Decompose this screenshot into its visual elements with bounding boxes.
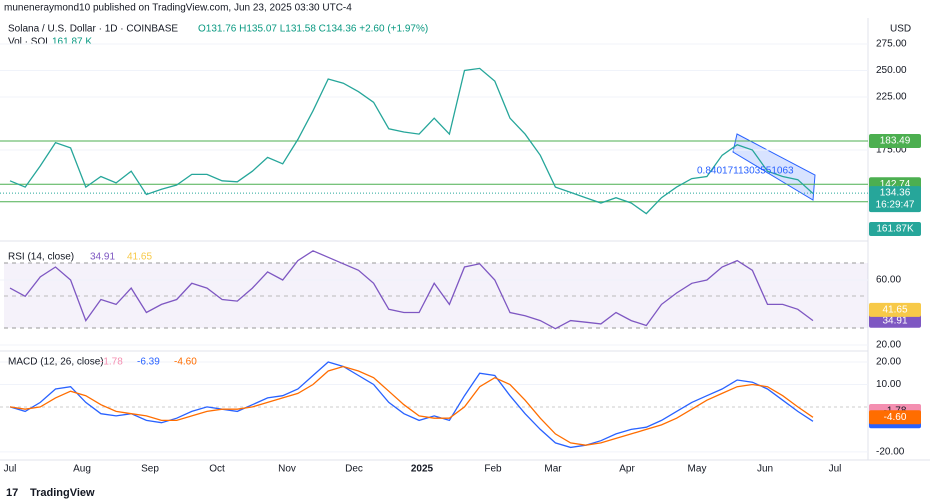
ohlc: O131.76 H135.07 L131.58 C134.36 +2.60 (+… bbox=[198, 24, 428, 35]
series-line bbox=[9, 250, 814, 330]
price-label bbox=[869, 134, 921, 149]
price-label-text: 161.87K bbox=[876, 224, 914, 235]
volume-title: Vol · SOL bbox=[8, 37, 51, 48]
countdown: 16:29:47 bbox=[876, 200, 915, 211]
y-tick-label: 225.00 bbox=[876, 92, 907, 103]
x-tick-label: Feb bbox=[484, 464, 502, 475]
price-label-text: 34.91 bbox=[882, 315, 907, 326]
price-label-text: 142.74 bbox=[880, 179, 911, 190]
legend-value: 41.65 bbox=[127, 252, 152, 263]
logo-mark: 17 bbox=[6, 487, 18, 499]
x-tick-label: Jun bbox=[757, 464, 773, 475]
x-tick-label: Mar bbox=[544, 464, 562, 475]
y-tick-label: 20.00 bbox=[876, 340, 901, 351]
x-tick-label: Oct bbox=[209, 464, 225, 475]
volume-value: 161.87 K bbox=[52, 37, 92, 48]
series-line bbox=[9, 67, 814, 215]
pane-title: MACD (12, 26, close) bbox=[8, 357, 104, 368]
price-label bbox=[869, 222, 921, 236]
legend-value: -1.78 bbox=[100, 357, 123, 368]
x-tick-label: 2025 bbox=[411, 464, 434, 475]
price-label bbox=[869, 302, 921, 317]
series-line bbox=[9, 365, 814, 446]
fib-annotation: 0.8401711303551063 bbox=[697, 166, 794, 177]
last-price: 134.36 bbox=[880, 188, 911, 199]
x-tick-label: May bbox=[688, 464, 707, 475]
series-line bbox=[9, 361, 814, 449]
price-label-text: 41.65 bbox=[882, 304, 907, 315]
x-tick-label: Dec bbox=[345, 464, 363, 475]
y-tick-label: 275.00 bbox=[876, 39, 907, 50]
y-tick-label: 175.00 bbox=[876, 145, 907, 156]
y-tick-label: 250.00 bbox=[876, 65, 907, 76]
currency: USD bbox=[890, 24, 911, 35]
publisher: muneneraymond10 published on TradingView… bbox=[4, 3, 352, 14]
price-label-text: 183.49 bbox=[880, 136, 911, 147]
y-tick-label: 10.00 bbox=[876, 379, 901, 390]
symbol: Solana / U.S. Dollar · 1D · COINBASE bbox=[8, 24, 178, 35]
price-label bbox=[869, 313, 921, 328]
pane-title: RSI (14, close) bbox=[8, 252, 74, 263]
price-label bbox=[869, 410, 921, 425]
legend-value: -6.39 bbox=[137, 357, 160, 368]
y-tick-label: 20.00 bbox=[876, 357, 901, 368]
legend-value: 34.91 bbox=[90, 252, 115, 263]
x-tick-label: Nov bbox=[278, 464, 296, 475]
last-price-box bbox=[869, 186, 921, 213]
x-tick-label: Aug bbox=[73, 464, 91, 475]
y-tick-label: 60.00 bbox=[876, 275, 901, 286]
price-label-text: -4.60 bbox=[884, 412, 907, 423]
y-tick-label: -20.00 bbox=[876, 447, 905, 458]
x-tick-label: Sep bbox=[141, 464, 159, 475]
logo: TradingView bbox=[30, 487, 95, 499]
x-tick-label: Jul bbox=[4, 464, 17, 475]
x-tick-label: Apr bbox=[619, 464, 635, 475]
legend-value: -4.60 bbox=[174, 357, 197, 368]
x-tick-label: Jul bbox=[829, 464, 842, 475]
